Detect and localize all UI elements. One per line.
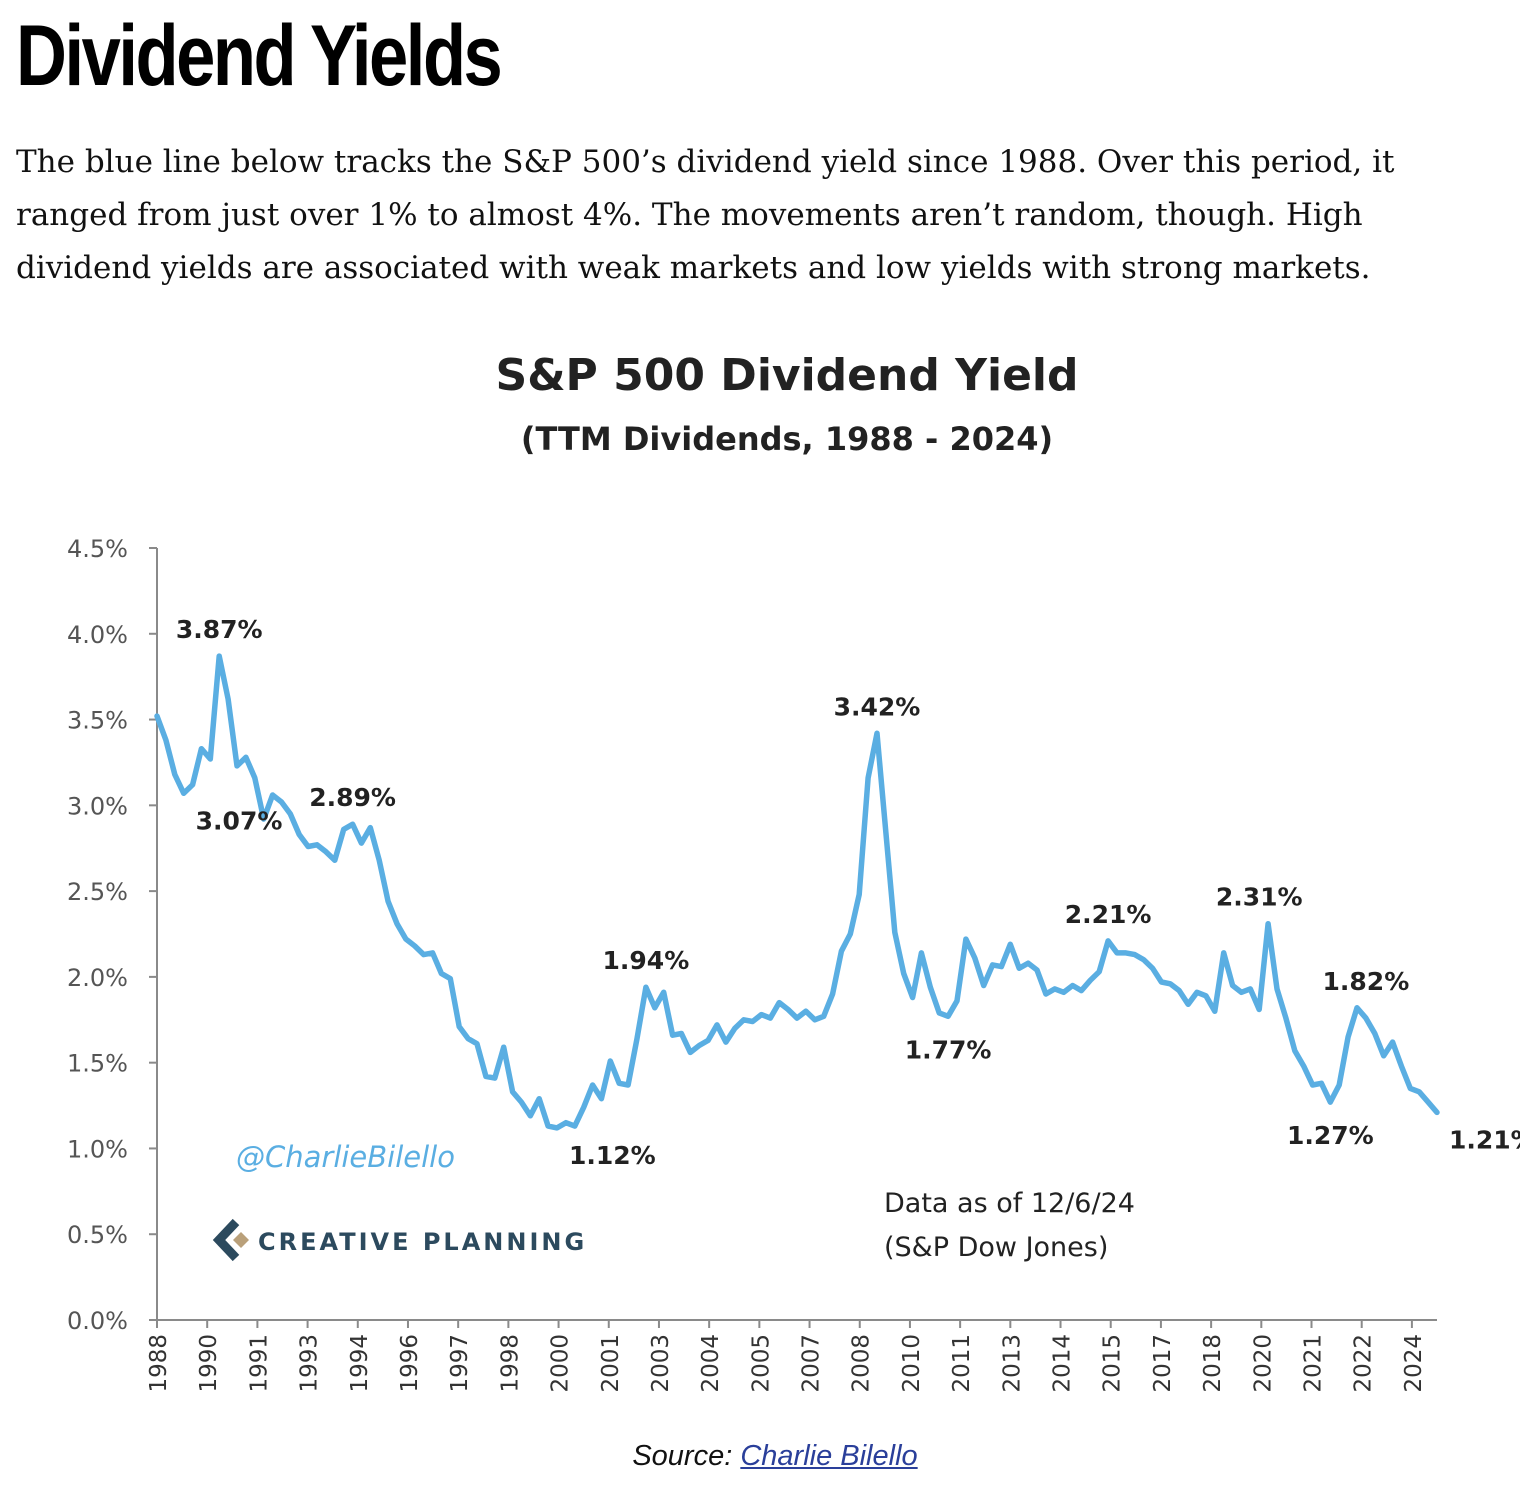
y-tick-label: 3.0% [67, 792, 128, 820]
x-tick-label: 1991 [246, 1334, 272, 1393]
x-tick-label: 2011 [949, 1334, 975, 1393]
x-tick-label: 2008 [849, 1334, 875, 1393]
x-tick-label: 2010 [899, 1334, 925, 1393]
dividend-yield-chart: S&P 500 Dividend Yield (TTM Dividends, 1… [67, 350, 1520, 1393]
x-tick-label: 2014 [1050, 1334, 1076, 1393]
y-tick-label: 3.5% [67, 707, 128, 735]
x-tick-label: 1994 [347, 1334, 373, 1393]
annotation-label: 2.21% [1065, 900, 1152, 929]
x-axis: 1988 1990 1991 1993 1994 1996 1997 1998 2000 2001… [146, 1319, 1437, 1393]
y-tick-label: 2.0% [67, 964, 128, 992]
y-tick-label: 0.5% [67, 1221, 128, 1249]
source-link[interactable]: Charlie Bilello [740, 1440, 918, 1472]
annotation-label: 2.31% [1216, 883, 1303, 912]
annotation-label: 3.07% [196, 806, 283, 835]
watermark-handle: @CharlieBilello [236, 1140, 455, 1174]
y-tick-label: 1.0% [67, 1135, 128, 1163]
y-tick-label: 2.5% [67, 878, 128, 906]
chart-title: S&P 500 Dividend Yield [496, 350, 1079, 401]
x-tick-label: 2020 [1250, 1334, 1276, 1393]
article-intro: The blue line below tracks the S&P 500’s… [16, 144, 1395, 286]
annotation-label: 1.77% [905, 1035, 992, 1064]
x-tick-label: 2013 [999, 1334, 1025, 1393]
annotation-label: 1.82% [1323, 967, 1410, 996]
series-layer [154, 653, 1440, 1131]
x-tick-label: 1988 [146, 1334, 172, 1393]
x-tick-label: 2018 [1200, 1334, 1226, 1393]
x-tick-label: 1996 [397, 1334, 423, 1393]
x-tick-label: 2024 [1401, 1334, 1427, 1393]
y-tick-label: 0.0% [67, 1307, 128, 1335]
logo-diamond-icon [233, 1232, 249, 1248]
annotation-label: 3.87% [176, 615, 263, 644]
x-tick-label: 2004 [698, 1334, 724, 1393]
annotation-layer: 3.87% 3.07% 2.89% 1.12% 1.94% 3.42% 1.77% 2.21%… [176, 615, 1520, 1170]
x-tick-label: 2003 [648, 1334, 674, 1393]
logo-text: CREATIVE PLANNING [258, 1228, 587, 1256]
x-tick-label: 1998 [497, 1334, 523, 1393]
annotation-label: 3.42% [834, 692, 921, 721]
annotation-label: 1.21% [1449, 1125, 1520, 1154]
data-note-date: Data as of 12/6/24 [884, 1188, 1135, 1219]
annotation-label: 2.89% [309, 783, 396, 812]
y-tick-label: 4.0% [67, 621, 128, 649]
x-tick-label: 2000 [548, 1334, 574, 1393]
x-tick-label: 2005 [748, 1334, 774, 1393]
chart-subtitle: (TTM Dividends, 1988 - 2024) [521, 420, 1053, 458]
dividend-yield-line [154, 653, 1440, 1131]
data-note-source: (S&P Dow Jones) [884, 1232, 1108, 1263]
annotation-label: 1.27% [1287, 1121, 1374, 1150]
x-tick-label: 2017 [1150, 1334, 1176, 1393]
y-axis: 0.0% 0.5% 1.0% 1.5% 2.0% 2.5% 3.0% 3.5% 4.0% 4.5% [67, 535, 158, 1335]
source-label: Source: [632, 1440, 733, 1472]
x-tick-label: 2007 [799, 1334, 825, 1393]
creative-planning-logo: CREATIVE PLANNING [212, 1218, 587, 1262]
article-heading: Dividend Yields [16, 8, 503, 104]
creative-planning-logo-icon [212, 1218, 240, 1262]
source-credit: Source: Charlie Bilello [0, 1440, 1520, 1473]
x-tick-label: 2021 [1301, 1334, 1327, 1393]
x-tick-label: 2022 [1351, 1334, 1377, 1393]
x-tick-label: 1997 [447, 1334, 473, 1393]
x-tick-label: 2015 [1100, 1334, 1126, 1393]
x-tick-label: 1990 [196, 1334, 222, 1393]
x-tick-label: 2001 [598, 1334, 624, 1393]
x-tick-label: 1993 [297, 1334, 323, 1393]
annotation-label: 1.94% [603, 946, 690, 975]
annotation-label: 1.12% [569, 1141, 656, 1170]
y-tick-label: 4.5% [67, 535, 128, 563]
y-tick-label: 1.5% [67, 1050, 128, 1078]
